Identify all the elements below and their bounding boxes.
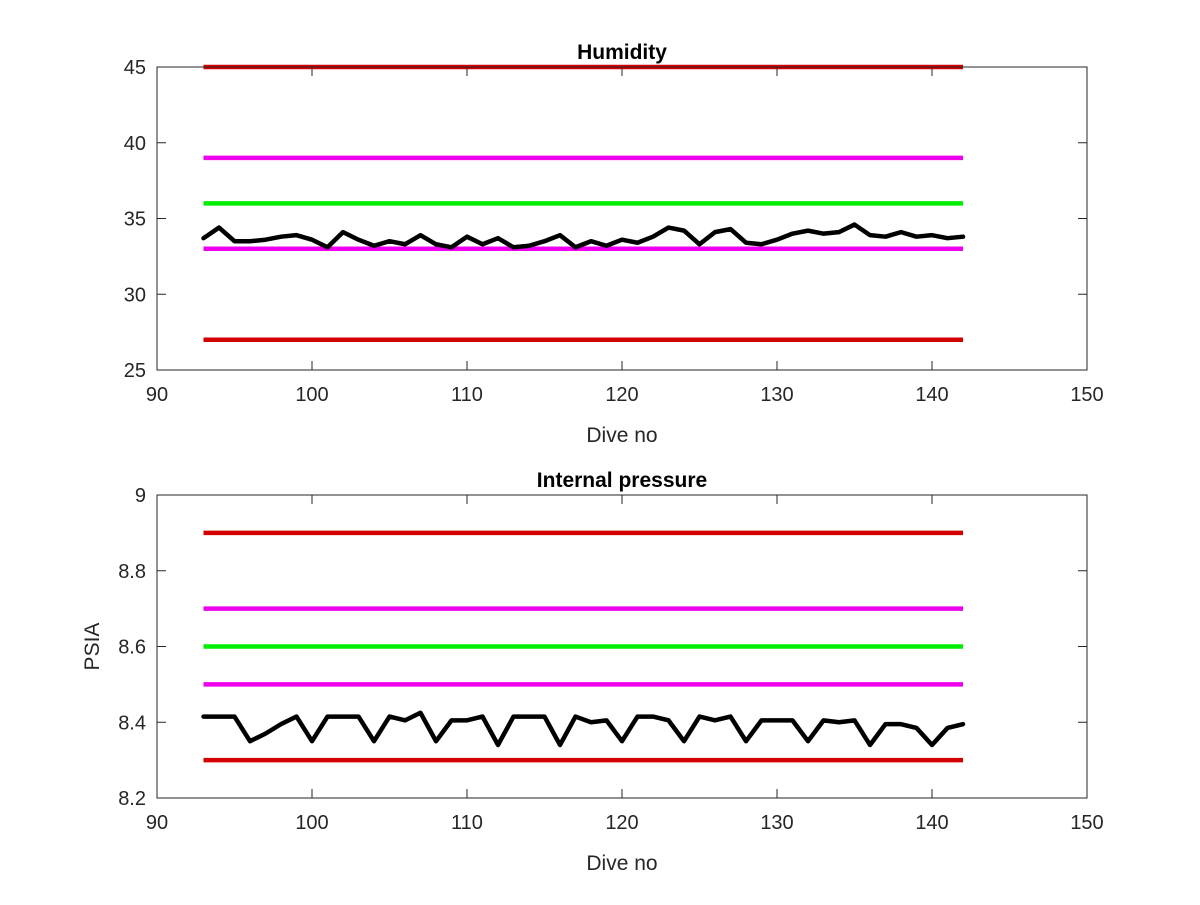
- x-tick-label: 90: [146, 812, 168, 834]
- x-tick-label: 100: [295, 384, 328, 406]
- axes-box: [156, 66, 1088, 371]
- chart-title: Humidity: [577, 41, 667, 64]
- chart-1: 90 100 110 120 130 140 150 25 30 35 40 45 Humidity Di…: [124, 41, 1104, 447]
- x-tick-label: 140: [915, 384, 948, 406]
- y-axis-label: PSIA: [81, 623, 104, 671]
- x-tick-label: 90: [146, 384, 168, 406]
- x-tick-label: 110: [451, 384, 483, 406]
- y-tick-label: 8.6: [118, 637, 146, 659]
- y-tick-label: 8.8: [118, 561, 146, 583]
- y-tick-label: 45: [124, 57, 146, 79]
- chart-title: Internal pressure: [537, 469, 707, 492]
- y-tick-label: 40: [124, 133, 146, 155]
- x-tick-label: 130: [760, 384, 793, 406]
- data-series-line: [201, 222, 966, 250]
- x-tick-label: 150: [1070, 384, 1103, 406]
- y-tick-label: 25: [124, 360, 146, 382]
- y-tick-label: 8.2: [118, 788, 146, 810]
- y-tick-label: 9: [135, 485, 146, 507]
- x-tick-label: 120: [605, 384, 638, 406]
- x-tick-label: 100: [295, 812, 328, 834]
- x-axis-label: Dive no: [586, 852, 657, 875]
- x-tick-label: 120: [605, 812, 638, 834]
- x-tick-label: 130: [760, 812, 793, 834]
- x-axis-label: Dive no: [586, 424, 657, 447]
- chart-2: 90 100 110 120 130 140 150 8.2 8.4 8.6 8.8 9 Interna…: [81, 469, 1104, 875]
- y-tick-label: 8.4: [118, 712, 146, 734]
- x-tick-label: 140: [915, 812, 948, 834]
- data-series-line: [201, 710, 966, 748]
- x-tick-label: 110: [451, 812, 483, 834]
- x-tick-label: 150: [1070, 812, 1103, 834]
- y-tick-label: 30: [124, 284, 146, 306]
- y-tick-label: 35: [124, 209, 146, 231]
